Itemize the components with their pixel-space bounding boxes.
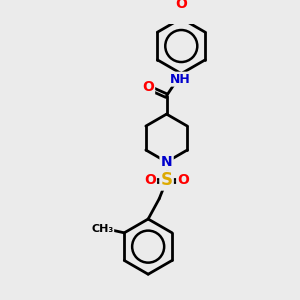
Text: S: S	[160, 171, 172, 189]
Text: O: O	[175, 0, 187, 11]
Text: CH₃: CH₃	[91, 224, 113, 234]
Text: NH: NH	[170, 73, 191, 86]
Text: N: N	[161, 155, 172, 169]
Text: O: O	[144, 173, 156, 188]
Text: O: O	[142, 80, 154, 94]
Text: O: O	[177, 173, 189, 188]
Text: N: N	[161, 155, 172, 169]
